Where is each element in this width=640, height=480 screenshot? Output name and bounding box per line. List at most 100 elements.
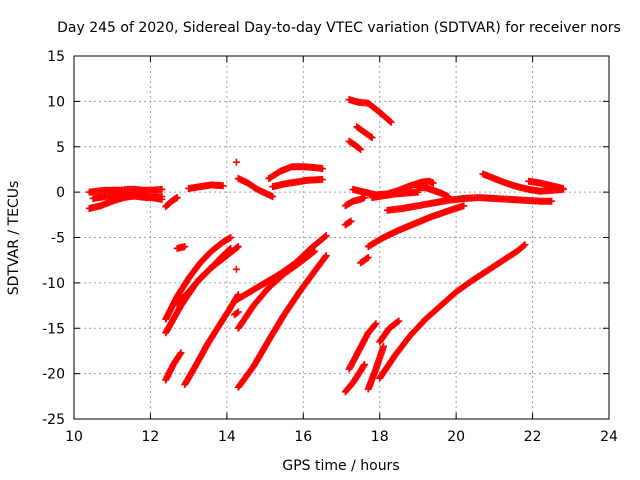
data-point: [322, 252, 330, 260]
data-point: [387, 118, 395, 126]
series-arc-20.7-22.8: [479, 170, 567, 195]
data-point: [176, 350, 184, 358]
data-point: [364, 253, 372, 261]
series-arc-18.0-21.8: [376, 241, 529, 382]
series-arc-12.4-12.7: [162, 194, 181, 211]
data-point: [395, 317, 403, 325]
y-axis-label: SDTVAR / TECUs: [6, 181, 22, 296]
series-arc-13.0-14.0: [185, 181, 227, 192]
y-tick-label: 0: [56, 185, 65, 201]
data-point: [227, 234, 235, 241]
data-point: [520, 242, 528, 250]
series-arc-15.1-16.5-upper: [265, 163, 326, 183]
data-point: [232, 158, 240, 166]
data-point: [394, 318, 402, 326]
series-arc-near-zero-a: [85, 185, 166, 196]
data-point: [234, 308, 242, 316]
x-tick-label: 22: [524, 429, 542, 445]
data-point: [158, 193, 166, 201]
data-point: [347, 217, 355, 225]
y-tick-label: -25: [42, 412, 65, 428]
y-tick-label: 15: [47, 49, 65, 65]
data-point: [386, 117, 394, 125]
data-point: [429, 179, 437, 187]
series-arc-17.2-17.9: [345, 320, 380, 373]
chart-title: Day 245 of 2020, Sidereal Day-to-day VTE…: [57, 20, 621, 36]
series-arc-17.1-17.6: [341, 361, 368, 396]
series-arc-17.5-17.7: [357, 253, 372, 267]
x-tick-label: 12: [142, 429, 160, 445]
series-arc-17.4-17.8: [353, 123, 376, 142]
data-point: [460, 202, 468, 210]
series-arc-19.0-19.8: [414, 184, 452, 201]
series-arc-near-zero-c: [89, 191, 166, 202]
data-points: [85, 96, 567, 396]
data-point: [233, 309, 241, 317]
x-tick-label: 14: [218, 429, 236, 445]
y-tick-label: -20: [42, 367, 65, 383]
series-arc-14.3-16.6: [234, 252, 330, 391]
data-point: [371, 321, 379, 329]
data-point: [357, 145, 365, 153]
series-arc-12.7-12.9: [173, 243, 189, 252]
x-tick-label: 24: [600, 429, 618, 445]
tick-labels: 10 12 14 16 18 20 22 24 -25 -20 -15 -10 -5 0 5 10 15: [42, 49, 618, 445]
y-tick-label: -5: [51, 231, 65, 247]
series-arc-21.9-22.8: [525, 177, 567, 192]
x-tick-label: 20: [447, 429, 465, 445]
data-point: [368, 134, 376, 142]
x-tick-label: 16: [294, 429, 312, 445]
data-point: [158, 185, 166, 193]
data-point: [234, 243, 242, 251]
data-point: [548, 197, 556, 205]
data-point: [269, 193, 277, 201]
x-axis-label: GPS time / hours: [282, 458, 399, 474]
series-arc-17.2-17.5: [345, 137, 365, 153]
data-point: [380, 342, 388, 350]
series-arc-12.9-14.3: [181, 291, 242, 389]
data-point: [232, 265, 240, 273]
y-tick-label: 10: [47, 94, 65, 110]
data-point: [234, 291, 242, 299]
series-arc-14.3-15.2: [234, 175, 277, 201]
series-arc-17.7-20.2: [364, 202, 468, 251]
data-point: [311, 247, 319, 255]
series-arc-17.8-19.0: [368, 188, 422, 202]
series-isolated-points: [232, 158, 240, 273]
data-point: [363, 254, 371, 262]
data-point: [318, 165, 326, 173]
data-point: [322, 232, 330, 240]
series-arc-17.1-17.6: [341, 194, 368, 210]
series-arc-18.0-18.5: [376, 317, 403, 346]
data-point: [233, 243, 241, 251]
y-tick-label: -10: [42, 276, 65, 292]
series-arc-14.3-16.3: [234, 247, 319, 332]
data-point: [177, 349, 185, 357]
data-point: [367, 133, 375, 141]
series-arc-14.2-14.3: [231, 308, 242, 319]
data-point: [219, 182, 227, 190]
series-arc-12.4-14.3: [162, 243, 242, 337]
data-point: [559, 184, 567, 192]
series-arc-17.7-18.1: [364, 342, 388, 393]
data-point: [181, 243, 189, 251]
x-tick-label: 18: [371, 429, 389, 445]
plot-frame: [73, 55, 610, 420]
data-point: [321, 233, 329, 241]
data-point: [321, 253, 329, 261]
data-point: [360, 361, 368, 369]
series-arc-18.2-22.5: [383, 194, 556, 214]
series-arc-15.2-16.5-lower: [269, 175, 326, 191]
data-point: [355, 145, 363, 153]
y-tick-label: 5: [56, 140, 65, 156]
data-point: [360, 194, 368, 202]
y-tick-label: -15: [42, 321, 65, 337]
data-point: [521, 241, 529, 249]
data-point: [372, 320, 380, 328]
series-arc-17.2-18.3: [345, 96, 395, 126]
series-arc-12.4-14.1: [162, 234, 235, 323]
series-arc-12.4-12.8: [162, 349, 185, 384]
data-point: [173, 194, 181, 202]
data-point: [318, 175, 326, 183]
